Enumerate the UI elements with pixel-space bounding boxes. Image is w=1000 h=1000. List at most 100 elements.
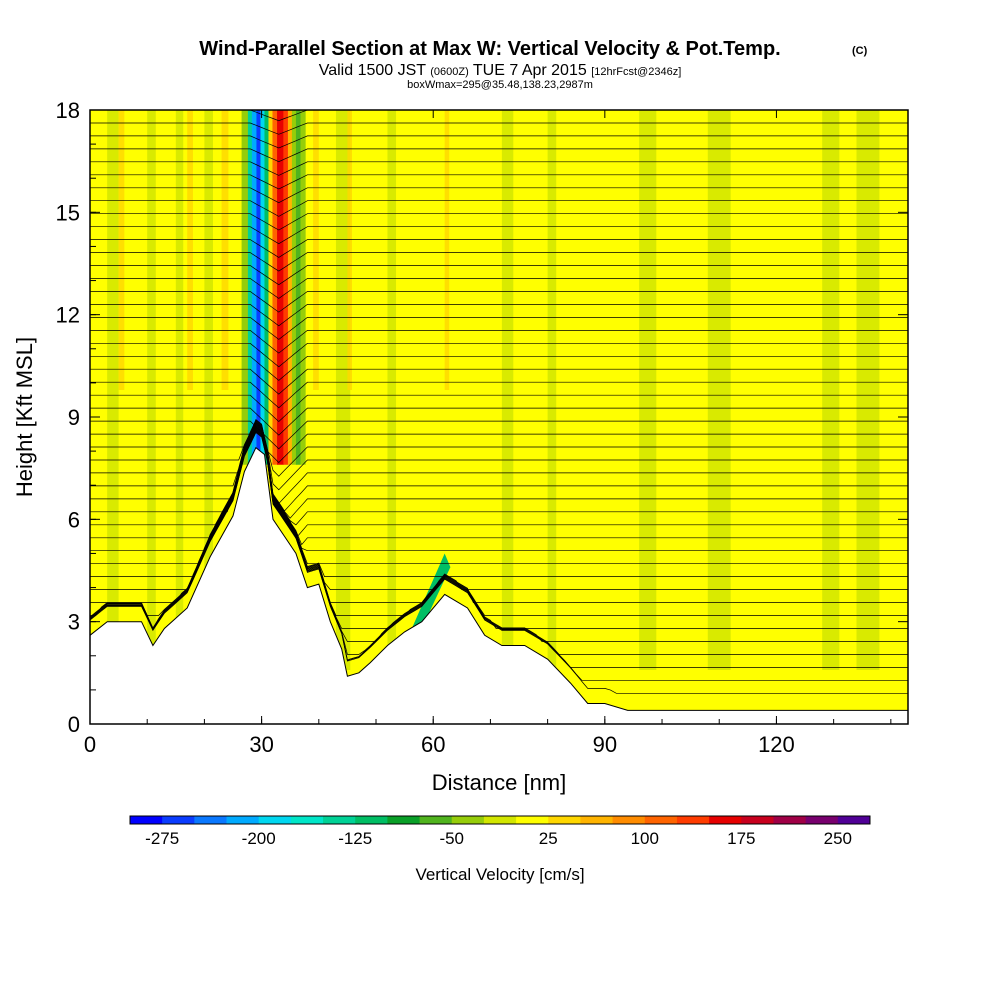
theta-contour [90, 200, 908, 217]
velocity-band [300, 110, 306, 465]
colorbar-title: Vertical Velocity [cm/s] [415, 865, 584, 884]
colorbar-tick-label: -275 [145, 829, 179, 848]
colorbar-swatch [644, 816, 678, 824]
x-axis: 0 30 60 90 120 [84, 110, 892, 757]
velocity-band [247, 110, 253, 465]
theta-contour [90, 239, 908, 258]
colorbar-swatch [741, 816, 774, 824]
colorbar-tick-label: 25 [539, 829, 558, 848]
colorbar-swatch [580, 816, 614, 824]
theta-contour [90, 342, 908, 368]
velocity-band [387, 110, 397, 670]
velocity-band [107, 110, 119, 670]
colorbar-swatch [612, 816, 646, 824]
colorbar: -275 -200 -125 -50 25 100 175 250 [129, 815, 871, 848]
theta-contour [90, 330, 908, 354]
theta-contour [90, 420, 908, 491]
theta-contour [90, 423, 908, 539]
colorbar-tick-label: 250 [824, 829, 852, 848]
velocity-band [287, 110, 293, 465]
theta-contour [90, 278, 908, 299]
theta-contour [90, 161, 908, 176]
velocity-band [241, 110, 249, 465]
velocity-band [272, 110, 278, 465]
y-tick-label: 12 [56, 303, 80, 328]
velocity-bands [107, 110, 880, 670]
colorbar-tick-label: 100 [631, 829, 659, 848]
y-tick-label: 0 [68, 712, 80, 737]
theta-contour [90, 419, 908, 477]
theta-contour [90, 422, 908, 519]
velocity-band [277, 110, 284, 465]
colorbar-swatch [548, 816, 581, 824]
valid-time-z: (0600Z) [430, 66, 469, 78]
theta-contour [90, 420, 908, 450]
chart-subtitle: Valid 1500 JST (0600Z) TUE 7 Apr 2015 [1… [319, 62, 682, 79]
theta-contour [90, 122, 908, 135]
y-axis-title: Height [Kft MSL] [12, 337, 37, 497]
velocity-band [639, 110, 657, 670]
colorbar-tick-label: 175 [727, 829, 755, 848]
colorbar-swatch [773, 816, 807, 824]
theta-contour [90, 213, 908, 231]
theta-contour [90, 187, 908, 204]
theta-contour [90, 226, 908, 245]
colorbar-swatch [355, 816, 388, 824]
y-axis: 0 3 6 9 12 15 18 [56, 98, 908, 737]
velocity-band [347, 110, 352, 390]
velocity-band [187, 110, 193, 390]
velocity-band [251, 110, 258, 465]
chart-title: Wind-Parallel Section at Max W: Vertical… [199, 38, 780, 60]
colorbar-swatch [162, 816, 195, 824]
velocity-band [295, 110, 301, 465]
y-tick-label: 6 [68, 507, 80, 532]
velocity-band [118, 110, 125, 390]
colorbar-swatch [419, 816, 453, 824]
x-tick-label: 90 [593, 732, 617, 757]
theta-contour [90, 419, 908, 463]
velocity-band [547, 110, 557, 670]
colorbar-swatch [194, 816, 228, 824]
terrain-profile [90, 446, 908, 724]
theta-contour [90, 148, 908, 163]
velocity-band [822, 110, 840, 670]
colorbar-swatch [709, 816, 742, 824]
velocity-band [313, 110, 319, 390]
colorbar-swatch [483, 816, 517, 824]
velocity-band [444, 110, 450, 390]
theta-contour [90, 174, 908, 190]
velocity-band [175, 110, 184, 670]
colorbar-tick-label: -125 [338, 829, 372, 848]
velocity-band [707, 110, 731, 670]
theta-contour [90, 252, 908, 272]
theta-contour [90, 135, 908, 149]
velocity-band [204, 110, 213, 670]
theta-contour [90, 355, 908, 381]
valid-time: Valid 1500 JST [319, 62, 427, 79]
colorbar-swatch [516, 816, 549, 824]
colorbar-frame [129, 815, 871, 825]
colorbar-swatch [387, 816, 421, 824]
theta-contour [90, 420, 908, 505]
theta-contour [90, 304, 908, 327]
theta-contours [90, 110, 908, 694]
y-tick-label: 9 [68, 405, 80, 430]
copyright-mark: (C) [852, 45, 868, 57]
x-tick-label: 120 [758, 732, 795, 757]
theta-contour [90, 422, 908, 526]
theta-contour [90, 317, 908, 340]
y-tick-label: 18 [56, 98, 80, 123]
forecast-info: [12hrFcst@2346z] [591, 66, 681, 78]
colorbar-swatch [837, 816, 871, 824]
colorbar-tick-label: -50 [439, 829, 464, 848]
y-tick-label: 3 [68, 610, 80, 635]
x-tick-label: 0 [84, 732, 96, 757]
velocity-band [283, 110, 289, 465]
colorbar-tick-label: -200 [242, 829, 276, 848]
colorbar-swatch [226, 816, 260, 824]
theta-contour [90, 421, 908, 512]
colorbar-swatch [676, 816, 710, 824]
theta-contour [90, 291, 908, 313]
x-tick-label: 30 [249, 732, 273, 757]
